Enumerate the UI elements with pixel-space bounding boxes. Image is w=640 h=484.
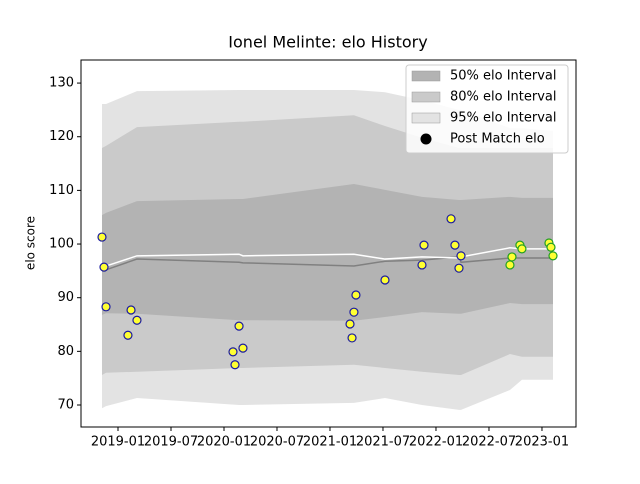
y-tick-label: 110 [49, 183, 74, 198]
x-tick-label: 2020-01 [197, 435, 251, 450]
x-tick-label: 2023-01 [515, 435, 569, 450]
y-tick-label: 70 [57, 398, 74, 413]
legend-label: Post Match elo [450, 132, 545, 147]
x-tick-label: 2020-07 [250, 435, 304, 450]
data-point [345, 319, 355, 329]
legend-swatch [411, 112, 441, 124]
data-point [99, 262, 109, 272]
x-tick-label: 2019-01 [91, 435, 145, 450]
data-point [505, 260, 515, 270]
y-tick-label: 120 [49, 129, 74, 144]
data-point [123, 330, 133, 340]
y-axis-label: elo score [24, 216, 38, 270]
legend-swatch [411, 70, 441, 82]
y-tick-label: 80 [57, 344, 74, 359]
x-tick-label: 2019-07 [144, 435, 198, 450]
legend [405, 64, 569, 154]
plot-frame [80, 59, 577, 428]
data-point [126, 305, 136, 315]
data-point [417, 260, 427, 270]
data-point [380, 275, 390, 285]
y-tick-label: 100 [49, 237, 74, 252]
data-point [347, 333, 357, 343]
data-point [238, 343, 248, 353]
data-point [349, 307, 359, 317]
legend-swatch [411, 91, 441, 103]
data-point [230, 360, 240, 370]
data-point [97, 232, 107, 242]
data-point [456, 251, 466, 261]
data-point [507, 252, 517, 262]
data-point [454, 263, 464, 273]
data-point [546, 242, 556, 252]
x-tick-label: 2021-07 [356, 435, 410, 450]
x-tick-label: 2022-01 [409, 435, 463, 450]
data-point [228, 347, 238, 357]
data-point [234, 321, 244, 331]
legend-label: 95% elo Interval [450, 111, 557, 126]
legend-marker [420, 133, 432, 145]
data-point [446, 214, 456, 224]
y-tick-label: 90 [57, 290, 74, 305]
data-point [517, 244, 527, 254]
y-tick-label: 130 [49, 76, 74, 91]
data-point [450, 240, 460, 250]
data-point [548, 251, 558, 261]
data-point [419, 240, 429, 250]
trend-line [101, 247, 553, 267]
interval-band [101, 183, 553, 321]
chart-title: Ionel Melinte: elo History [228, 33, 427, 52]
x-tick-label: 2022-07 [462, 435, 516, 450]
data-point [351, 290, 361, 300]
data-point [132, 315, 142, 325]
legend-label: 80% elo Interval [450, 90, 557, 105]
data-point [101, 302, 111, 312]
x-tick-label: 2021-01 [303, 435, 357, 450]
legend-label: 50% elo Interval [450, 69, 557, 84]
